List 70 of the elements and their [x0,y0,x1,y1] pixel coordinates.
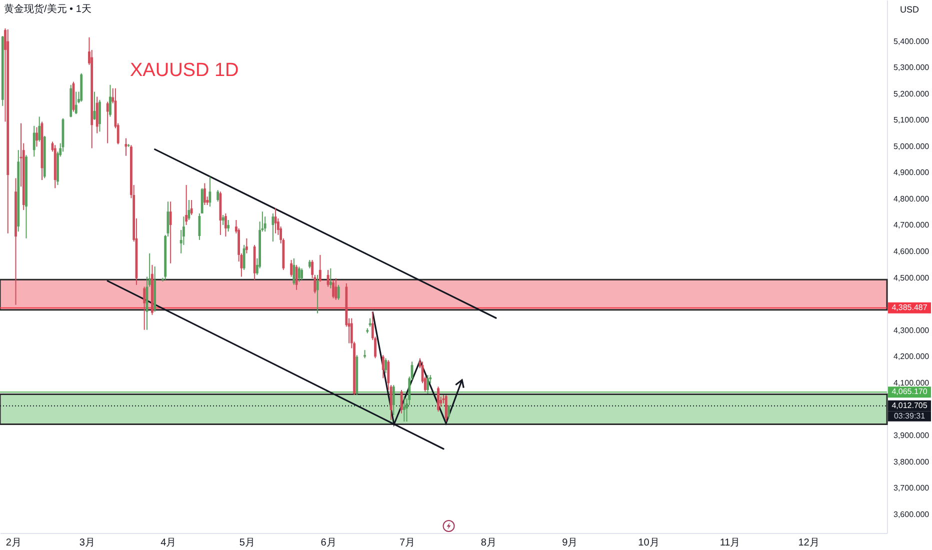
x-tick-label: 11月 [720,538,740,548]
candlestick [332,279,334,299]
candlestick [426,374,429,394]
candlestick [334,278,338,300]
y-tick-label: 5,100.000 [894,116,930,125]
candlestick [245,238,248,254]
candlestick [444,394,448,422]
candlestick [437,386,440,412]
y-tick-label: 4,900.000 [894,168,930,178]
y-tick-label: 4,800.000 [894,194,930,204]
candlestick [143,286,146,330]
x-tick-label: 7月 [399,538,416,548]
ref-line-label: 4,012.705 [892,400,928,410]
y-tick-label: 4,100.000 [894,378,930,388]
candlestick [300,268,303,280]
candlestick [185,184,188,226]
candlestick [382,354,384,379]
candlestick [384,358,387,374]
y-tick-label: 4,500.000 [894,273,930,282]
ref-line-label: 4,065.170 [892,387,928,396]
x-tick-label: 10月 [638,538,660,548]
candlestick [392,384,395,416]
candlestick [298,266,300,282]
candlestick [208,176,212,208]
candlestick [96,96,98,134]
y-tick-label: 4,200.000 [894,352,930,362]
candlestick [216,190,220,202]
candlestick [272,212,274,242]
x-tick-label: 12月 [798,538,820,548]
candlestick [329,268,332,289]
x-tick-label: 9月 [562,538,578,548]
x-tick-label: 4月 [160,538,176,548]
candlestick [242,244,246,270]
candlestick [227,219,230,232]
y-tick-label: 4,300.000 [894,326,930,335]
x-tick-label: 6月 [320,538,336,548]
y-tick-label: 5,300.000 [894,63,930,72]
y-tick-label: 3,700.000 [894,484,930,493]
chart-subtitle: 黄金现货/美元 • 1天 [4,3,92,15]
candlestick [98,99,101,132]
candlestick [188,200,190,220]
candlestick [203,182,206,206]
x-tick-label: 5月 [239,538,255,548]
candlestick [402,396,406,422]
text: XAUUSD 1D [130,60,239,81]
candlestick [190,200,193,216]
ref-line-label: 4,385.487 [892,302,928,312]
candlestick [109,84,112,118]
candlestick [224,212,227,238]
x-tick-label: 3月 [79,538,95,548]
y-tick-label: 4,600.000 [894,247,930,256]
candlestick [198,212,201,240]
text: 03:39:31 [894,411,926,420]
y-tick-label: 3,900.000 [894,430,930,440]
y-axis-title: USD [900,4,920,14]
x-tick-label: 8月 [480,538,496,548]
candlestick [290,259,292,278]
candlestick [318,254,322,282]
x-tick-label: 2月 [6,538,22,548]
y-tick-label: 3,600.000 [894,510,930,519]
y-tick-label: 3,800.000 [894,457,930,466]
candlestick [448,404,450,419]
y-tick-label: 5,200.000 [894,89,930,98]
y-tick-label: 5,400.000 [894,36,930,46]
candlestick [292,258,296,286]
candlestick [222,214,224,226]
candlestick [106,101,109,144]
y-tick-label: 5,000.000 [894,142,930,151]
y-tick-label: 4,700.000 [894,220,930,230]
candlestick [169,201,172,264]
